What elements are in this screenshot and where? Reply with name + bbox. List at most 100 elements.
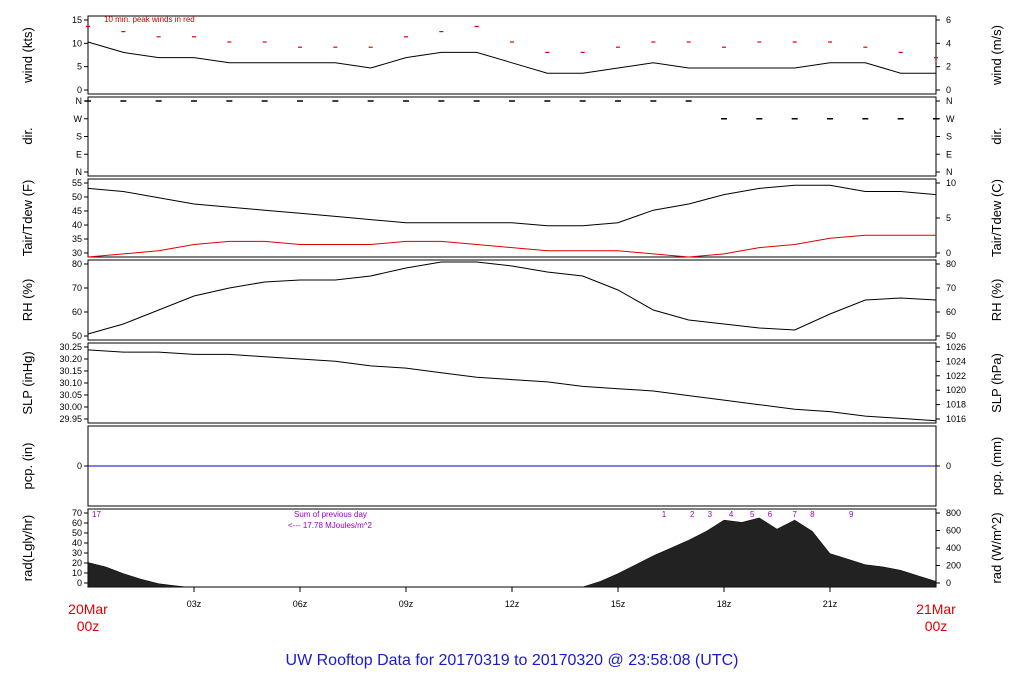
x-start-time: 00z [77,618,100,634]
y-tick-label-right: 1020 [946,385,966,395]
y-tick-label-right: N [946,96,953,106]
y-tick-label-right: 1022 [946,371,966,381]
y-tick-label-right: 400 [946,543,961,553]
y-tick-label: 29.95 [59,414,82,424]
y-tick-label: S [76,132,82,142]
y-tick-label-right: 4 [946,38,951,48]
rad-mark-label: 6 [768,510,773,519]
wind-ylabel: wind (kts) [20,27,35,84]
y-tick-label-right: N [946,167,953,177]
x-tick-label: 03z [187,599,202,609]
x-tick-label: 18z [717,599,732,609]
rad-sum-line2: <--- 17.78 MJoules/m^2 [288,521,373,530]
dir-ylabel-right: dir. [989,127,1004,144]
y-tick-label: 20 [72,558,82,568]
y-tick-label-right: 80 [946,259,956,269]
x-tick-label: 06z [293,599,308,609]
y-tick-label-right: 0 [946,248,951,258]
temp-ylabel-right: Tair/Tdew (C) [989,179,1004,257]
rad-mark-label: 2 [690,510,695,519]
y-tick-label-right: 6 [946,15,951,25]
y-tick-label: 30.15 [59,366,82,376]
y-tick-label: 30 [72,248,82,258]
y-tick-label-right: 800 [946,508,961,518]
temp-series-line [87,184,937,227]
y-tick-label: 80 [72,259,82,269]
y-tick-label: 70 [72,508,82,518]
slp-ylabel: SLP (inHg) [20,351,35,414]
y-tick-label-right: W [946,114,955,124]
x-end-date: 21Mar [916,601,956,617]
y-tick-label: E [76,149,82,159]
rad-mark-label: 5 [750,510,755,519]
y-tick-label-right: 50 [946,331,956,341]
y-tick-label: 30.10 [59,378,82,388]
y-tick-label-right: 600 [946,526,961,536]
y-tick-label: 0 [77,461,82,471]
x-tick-label: 09z [399,599,414,609]
y-tick-label: 0 [77,578,82,588]
y-tick-label-right: 1024 [946,356,966,366]
wind-peak-annotation: 10 min. peak winds in red [104,15,195,24]
x-tick-label: 15z [611,599,626,609]
rad-mark-label: 3 [708,510,713,519]
y-tick-label: 30 [72,548,82,558]
x-tick-label: 12z [505,599,520,609]
rad-area [87,517,937,588]
y-tick-label-right: 0 [946,461,951,471]
y-tick-label: W [74,114,83,124]
y-tick-label-right: S [946,132,952,142]
y-tick-label: N [76,96,83,106]
y-tick-label: 45 [72,206,82,216]
y-tick-label-right: 1018 [946,400,966,410]
y-tick-label-right: 0 [946,578,951,588]
rad-mark-label: 1 [662,510,667,519]
y-tick-label: 15 [72,15,82,25]
y-tick-label: 50 [72,528,82,538]
wind-ylabel-right: wind (m/s) [989,25,1004,86]
x-start-date: 20Mar [68,601,108,617]
y-tick-label-right: 1026 [946,342,966,352]
y-tick-label: 55 [72,178,82,188]
panel-wind-frame [87,15,937,95]
y-tick-label: 70 [72,283,82,293]
slp-series-line [87,349,937,422]
y-tick-label-right: 60 [946,307,956,317]
pcp-ylabel: pcp. (in) [20,443,35,490]
y-tick-label: 0 [77,85,82,95]
y-tick-label: 10 [72,568,82,578]
y-tick-label: N [76,167,83,177]
wind-series-line [87,41,936,74]
rh-series-line [87,261,937,335]
rad-ylabel-right: rad (W/m^2) [989,512,1004,583]
dir-ylabel: dir. [20,127,35,144]
y-tick-label: 10 [72,38,82,48]
rad-mark-label: 8 [810,510,815,519]
x-end-time: 00z [925,618,948,634]
y-tick-label: 30.20 [59,354,82,364]
pcp-ylabel-right: pcp. (mm) [989,437,1004,496]
temp-series-line [87,234,936,258]
y-tick-label-right: 200 [946,561,961,571]
y-tick-label-right: 2 [946,62,951,72]
rad-ylabel: rad(Lgly/hr) [20,515,35,581]
y-tick-label: 50 [72,192,82,202]
rh-ylabel: RH (%) [20,279,35,322]
y-tick-label: 40 [72,220,82,230]
y-tick-label: 50 [72,331,82,341]
y-tick-label-right: 0 [946,85,951,95]
y-tick-label: 30.05 [59,390,82,400]
y-tick-label-right: E [946,149,952,159]
y-tick-label: 60 [72,307,82,317]
rad-sum-line1: Sum of previous day [294,510,367,519]
rad-mark-label: 9 [849,510,854,519]
y-tick-label-right: 10 [946,178,956,188]
y-tick-label: 30.25 [59,342,82,352]
chart-title: UW Rooftop Data for 20170319 to 20170320… [286,652,739,669]
rad-count-annotation: 17 [92,510,101,519]
y-tick-label: 5 [77,62,82,72]
y-tick-label-right: 1016 [946,414,966,424]
slp-ylabel-right: SLP (hPa) [989,353,1004,413]
y-tick-label-right: 70 [946,283,956,293]
